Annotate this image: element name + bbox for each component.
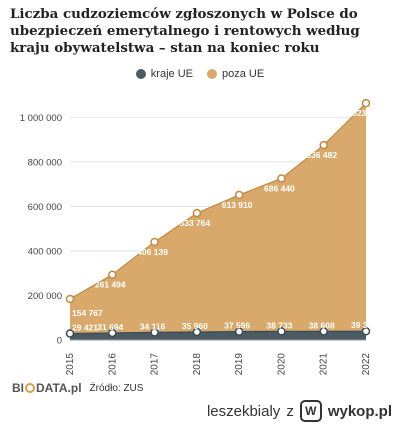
data-label-poza-ue: 1 023 922 <box>345 108 383 118</box>
data-label-poza-ue: 261 494 <box>95 280 126 290</box>
data-label-kraje-ue: 35 960 <box>182 321 208 331</box>
point-poza-ue <box>277 174 286 183</box>
watermark-site: wykop.pl <box>327 402 392 420</box>
point-poza-ue <box>192 208 202 218</box>
area-poza-ue <box>70 103 366 334</box>
data-label-poza-ue: 686 440 <box>264 183 295 193</box>
data-label-kraje-ue: 38 733 <box>266 320 292 330</box>
data-label-kraje-ue: 29 421 <box>72 322 98 332</box>
point-kraje-ue <box>277 327 286 336</box>
point-kraje-ue <box>234 327 244 336</box>
source-note: Źródło: ZUS <box>89 382 144 394</box>
point-poza-ue <box>234 190 244 200</box>
legend-item-eu[interactable]: kraje UE <box>135 68 193 80</box>
data-label-poza-ue: 836 482 <box>306 150 337 160</box>
y-tick-label: 800 000 <box>28 157 62 168</box>
legend-item-non-eu[interactable]: poza UE <box>206 68 265 80</box>
data-label-poza-ue: 406 139 <box>137 247 168 257</box>
x-tick-label: 2019 <box>234 353 245 376</box>
data-label-kraje-ue: 39 339 <box>351 320 377 330</box>
data-label-poza-ue: 613 910 <box>222 200 253 210</box>
data-label-kraje-ue: 38 608 <box>309 320 335 330</box>
x-tick-label: 2020 <box>276 353 287 376</box>
line-kraje-ue <box>69 330 367 335</box>
footer: BI DATA.pl Źródło: ZUS <box>12 381 143 395</box>
point-poza-ue <box>319 140 328 150</box>
data-label-kraje-ue: 37 596 <box>224 321 250 331</box>
brand-logo-right: DATA.pl <box>36 381 82 395</box>
y-tick-label: 600 000 <box>28 202 62 213</box>
point-kraje-ue <box>150 328 159 337</box>
x-tick-label: 2016 <box>107 353 118 376</box>
brand-logo-circle-icon <box>25 383 35 393</box>
data-label-poza-ue: 533 764 <box>179 218 210 228</box>
data-label-kraje-ue: 34 116 <box>140 321 166 331</box>
line-poza-ue <box>69 102 367 300</box>
x-tick-label: 2015 <box>65 353 76 376</box>
point-poza-ue <box>65 294 75 304</box>
data-label-kraje-ue: 31 694 <box>97 322 123 332</box>
point-poza-ue <box>108 270 117 279</box>
x-tick-label: 2017 <box>150 353 161 376</box>
y-tick-label: 400 000 <box>28 246 62 257</box>
point-poza-ue <box>361 98 371 108</box>
point-kraje-ue <box>108 328 117 338</box>
y-tick-label: 200 000 <box>28 291 62 302</box>
legend-label-non-eu: poza UE <box>221 68 265 80</box>
legend-label-eu: kraje UE <box>150 68 193 80</box>
point-kraje-ue <box>319 327 328 336</box>
watermark-z: z <box>286 402 294 420</box>
brand-logo: BI DATA.pl <box>12 381 82 395</box>
data-label-poza-ue: 154 767 <box>72 308 103 318</box>
point-kraje-ue <box>65 329 75 338</box>
point-kraje-ue <box>192 327 202 337</box>
brand-logo-left: BI <box>12 381 24 395</box>
x-tick-label: 2021 <box>319 353 330 376</box>
chart-area: 0 200 000 400 000 600 000 800 000 1 000 000 15… <box>19 98 383 376</box>
point-poza-ue <box>150 237 159 247</box>
y-tick-label: 1 000 000 <box>20 113 62 124</box>
y-tick-label: 0 <box>57 336 62 347</box>
legend-swatch-eu <box>135 69 146 79</box>
point-kraje-ue <box>361 326 371 336</box>
legend-swatch-non-eu <box>206 69 217 79</box>
wykop-logo-icon: W <box>299 400 322 422</box>
watermark-user: leszekbialy <box>206 402 281 420</box>
chart-title: Liczba cudzoziemców zgłoszonych w Polsce… <box>10 6 360 56</box>
x-tick-label: 2022 <box>361 353 372 376</box>
area-kraje-ue <box>70 331 366 340</box>
chart-legend: kraje UE poza UE <box>0 68 400 80</box>
x-tick-label: 2018 <box>192 353 203 376</box>
watermark: leszekbialy z W wykop.pl <box>207 400 392 422</box>
